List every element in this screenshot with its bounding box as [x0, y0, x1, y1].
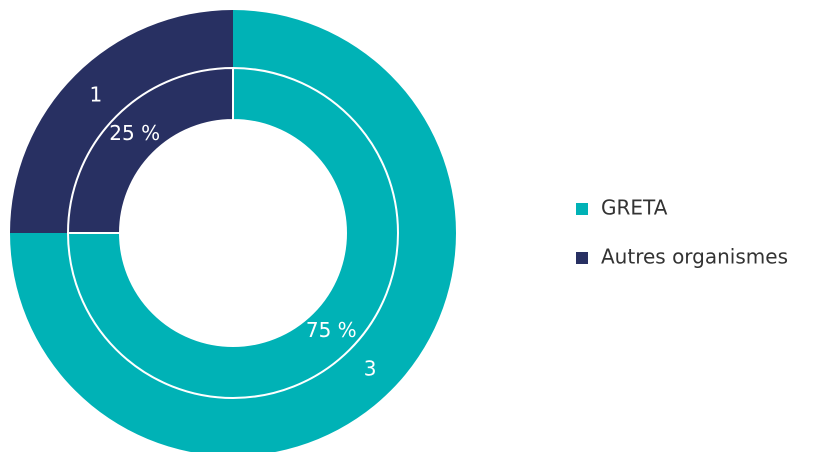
donut-segment — [10, 10, 233, 233]
legend-swatch — [576, 252, 588, 264]
legend-label: GRETA — [601, 196, 668, 220]
legend-swatch — [576, 203, 588, 215]
donut-segment — [66, 66, 234, 234]
value-label: 3 — [364, 357, 377, 381]
donut-segment — [66, 66, 399, 399]
value-label: 75 % — [306, 318, 357, 342]
legend-label: Autres organismes — [601, 245, 788, 269]
value-label: 25 % — [109, 121, 160, 145]
value-label: 1 — [89, 82, 102, 106]
